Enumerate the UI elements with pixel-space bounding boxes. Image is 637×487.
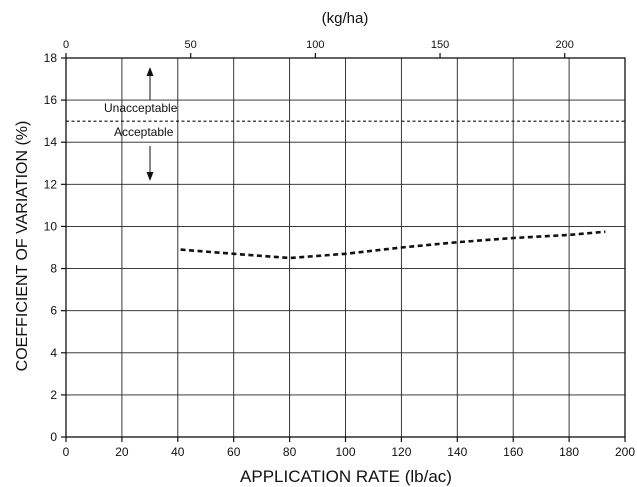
y-axis-title: COEFFICIENT OF VARIATION (%)	[14, 121, 31, 372]
x-tick-label: 40	[171, 445, 185, 459]
x-tick-label: 140	[447, 445, 467, 459]
x-tick-label: 80	[283, 445, 297, 459]
y-tick-label: 12	[44, 177, 58, 191]
x-axis-ticks: 0 20 40 60 80 100 120 140 160 180 200	[63, 437, 635, 459]
y-axis-ticks: 0 2 4 6 8 10 12 14 16 18	[44, 51, 66, 444]
y-tick-label: 0	[50, 430, 57, 444]
top-tick-label: 50	[185, 39, 197, 51]
threshold-group	[66, 67, 625, 181]
top-tick-label: 100	[306, 39, 324, 51]
y-tick-label: 10	[44, 219, 58, 233]
x-axis-title: APPLICATION RATE (lb/ac)	[240, 467, 452, 486]
x-tick-label: 100	[335, 445, 355, 459]
y-tick-label: 18	[44, 51, 58, 65]
x-tick-label: 200	[615, 445, 635, 459]
top-tick-label: 200	[556, 39, 574, 51]
x-tick-label: 0	[63, 445, 70, 459]
y-tick-label: 4	[50, 346, 57, 360]
x-tick-label: 160	[503, 445, 523, 459]
series-group	[180, 230, 606, 260]
x-tick-label: 20	[115, 445, 129, 459]
unacceptable-label: Unacceptable	[104, 101, 178, 115]
top-tick-label: 150	[431, 39, 449, 51]
acceptable-label: Acceptable	[114, 125, 174, 139]
top-axis-title: (kg/ha)	[322, 10, 369, 27]
y-tick-label: 2	[50, 388, 57, 402]
arrow-down-icon	[146, 172, 154, 181]
x-tick-label: 60	[227, 445, 241, 459]
top-axis-ticks: 0 50 100 150 200	[63, 39, 574, 58]
series-line	[180, 230, 606, 260]
x-tick-label: 120	[391, 445, 411, 459]
arrow-up-icon	[146, 67, 154, 76]
y-tick-label: 8	[50, 262, 57, 276]
y-tick-label: 16	[44, 93, 58, 107]
y-tick-label: 14	[44, 135, 58, 149]
top-tick-label: 0	[63, 39, 69, 51]
y-tick-label: 6	[50, 304, 57, 318]
x-tick-label: 180	[559, 445, 579, 459]
